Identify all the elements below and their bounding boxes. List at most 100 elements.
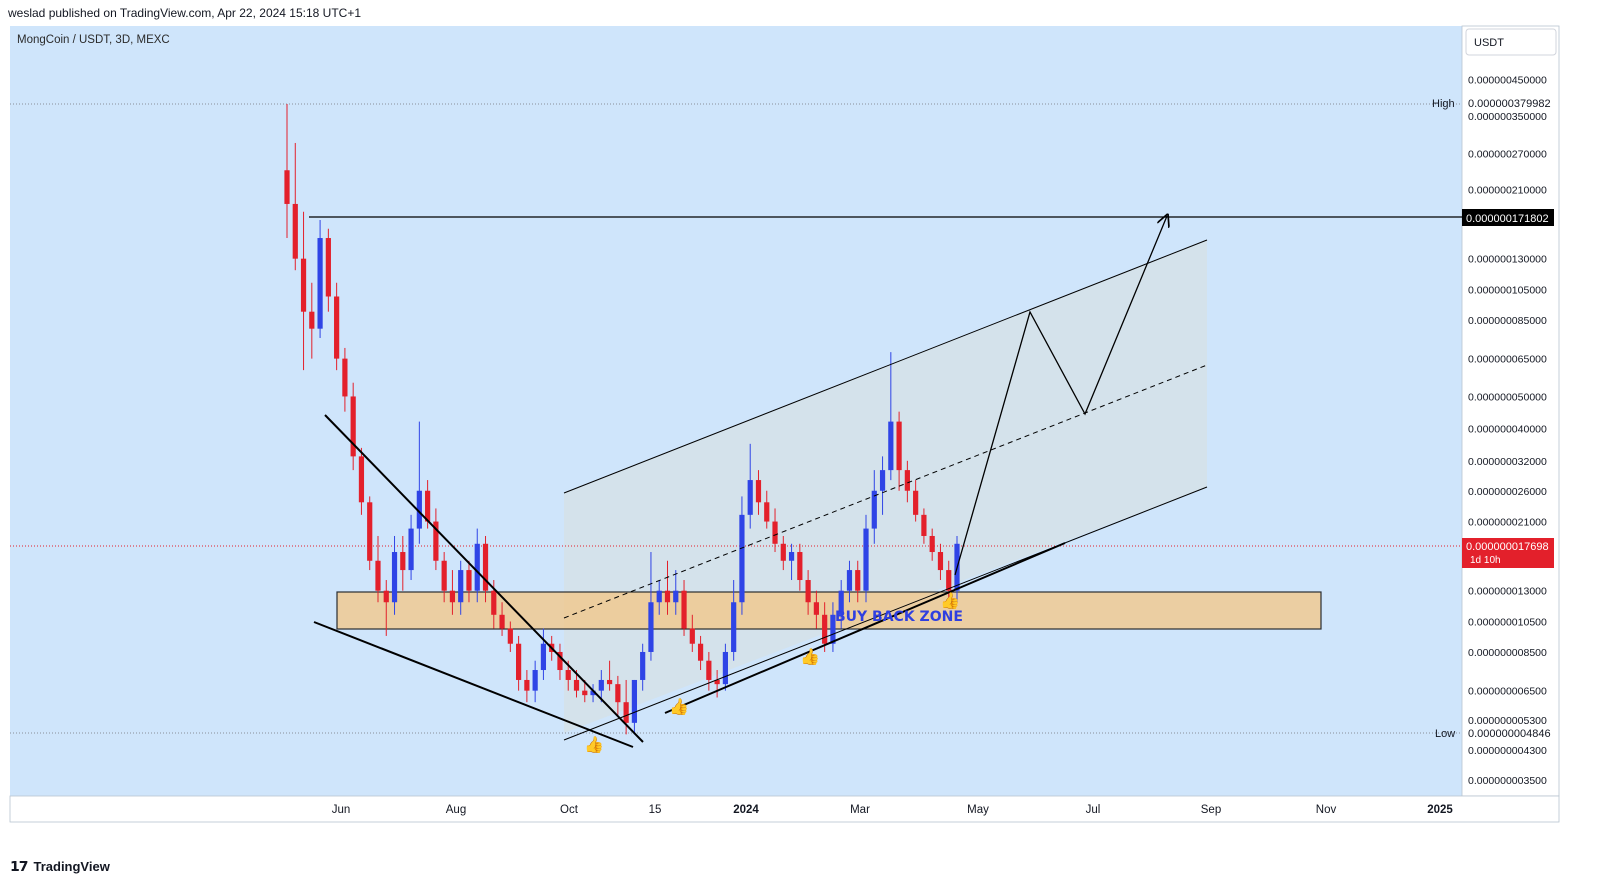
price-tick-label: 0.000000032000: [1468, 456, 1547, 468]
candle-body: [805, 580, 811, 603]
candle-body: [623, 702, 629, 723]
candle-body: [375, 560, 381, 591]
candle-body: [300, 258, 307, 312]
high-value: 0.000000379982: [1468, 98, 1551, 110]
candle-body: [425, 490, 431, 522]
plot-area: [10, 26, 1462, 796]
candle-body: [317, 238, 323, 329]
candle-body: [540, 643, 547, 671]
wedge-resistance-line[interactable]: [324, 414, 644, 743]
price-tick-label: 0.000000040000: [1468, 424, 1547, 436]
price-tick-label: 0.000000008500: [1468, 647, 1547, 659]
time-tick-label: Mar: [850, 804, 870, 816]
buy-back-zone[interactable]: [336, 591, 1322, 630]
thumbs-up-icon: 👍: [940, 591, 960, 610]
price-tick-label: 0.000000026000: [1468, 486, 1547, 498]
candle-body: [755, 480, 762, 503]
candle-body: [822, 614, 828, 644]
projected-path[interactable]: [954, 216, 1167, 576]
candle-body: [334, 296, 340, 359]
price-tick-label: 0.000000021000: [1468, 517, 1547, 529]
price-ticks: 0.000000450000 0.000000350000 0.0000002700…: [1468, 75, 1547, 787]
low-value-tag: [1464, 725, 1556, 742]
price-tick-label: 0.000000130000: [1468, 254, 1547, 266]
candle-body: [458, 570, 464, 603]
svg-text:👍: 👍: [584, 735, 604, 754]
candle-body: [433, 521, 439, 561]
candle-body: [309, 311, 315, 329]
price-tick-label: 0.000000210000: [1468, 185, 1547, 197]
candle-body: [871, 490, 877, 529]
current-price-value: 0.000000017698: [1466, 541, 1549, 553]
candle-body: [606, 679, 613, 685]
candle-body: [879, 470, 886, 491]
time-tick-label: Jun: [332, 804, 351, 816]
candle-body: [358, 456, 365, 503]
support-trendline[interactable]: [664, 542, 1066, 714]
candle-body: [946, 570, 952, 591]
candle-body: [648, 602, 654, 652]
svg-text:👍: 👍: [800, 647, 820, 666]
candle-body: [292, 203, 298, 259]
candle-body: [846, 570, 853, 591]
candle-body: [590, 690, 596, 696]
candles: [284, 103, 960, 735]
candle-body: [863, 528, 869, 591]
price-tick-label: 0.000000085000: [1468, 315, 1547, 327]
candle-body: [615, 684, 621, 703]
price-tick-label: 0.000000350000: [1468, 111, 1547, 123]
svg-text:👍: 👍: [669, 697, 689, 716]
candle-body: [631, 679, 638, 723]
candle-body: [325, 238, 331, 297]
candle-body: [830, 614, 836, 644]
candle-body: [524, 679, 530, 691]
low-value: 0.000000004846: [1468, 728, 1551, 740]
candle-body: [929, 535, 935, 553]
candle-body: [640, 651, 646, 680]
channel-upper-line[interactable]: [563, 239, 1208, 494]
channel-lower-line[interactable]: [563, 486, 1208, 741]
candle-body: [747, 480, 753, 515]
thumbs-up-icon: 👍: [800, 647, 820, 666]
candle-body: [482, 543, 489, 591]
time-tick-label: Aug: [446, 804, 466, 816]
currency-selector[interactable]: [1465, 28, 1557, 56]
candle-body: [598, 679, 604, 691]
candle-body: [904, 470, 910, 491]
publish-header: weslad published on TradingView.com, Apr…: [8, 6, 362, 20]
time-tick-label: Oct: [560, 804, 579, 816]
candle-body: [449, 590, 456, 603]
price-tick-label: 0.000000013000: [1468, 586, 1547, 598]
price-tick-label: 0.000000010500: [1468, 617, 1547, 629]
candle-body: [697, 643, 704, 661]
candle-body: [731, 602, 737, 652]
target-value-tag: [1462, 209, 1554, 226]
price-tick-label: 0.000000450000: [1468, 75, 1547, 87]
candle-body: [937, 552, 944, 571]
symbol-label: MongCoin / USDT, 3D, MEXC: [17, 34, 170, 46]
price-tick-label: 0.000000006500: [1468, 686, 1547, 698]
footer: 𝟭𝟳 TradingView: [10, 858, 110, 875]
candle-body: [284, 170, 290, 204]
candle-body: [714, 679, 720, 685]
price-tick-label: 0.000000005300: [1468, 715, 1547, 727]
brand-name: TradingView: [33, 859, 110, 874]
candle-body: [813, 602, 819, 615]
time-axis: [9, 795, 1560, 823]
candle-body: [896, 421, 902, 471]
time-tick-label: Jul: [1086, 804, 1101, 816]
candle-body: [656, 590, 662, 603]
candle-body: [582, 690, 588, 696]
current-price-tag: [1462, 538, 1554, 568]
candle-body: [441, 560, 447, 591]
time-tick-label: 2024: [733, 804, 759, 816]
svg-text:👍: 👍: [940, 591, 960, 610]
candle-body: [664, 590, 671, 603]
time-tick-label: 15: [649, 804, 662, 816]
wedge-support-line[interactable]: [313, 621, 634, 748]
price-tick-label: 0.000000105000: [1468, 284, 1547, 296]
candle-body: [499, 614, 505, 629]
candle-body: [706, 660, 712, 680]
channel-mid-line[interactable]: [563, 364, 1208, 619]
